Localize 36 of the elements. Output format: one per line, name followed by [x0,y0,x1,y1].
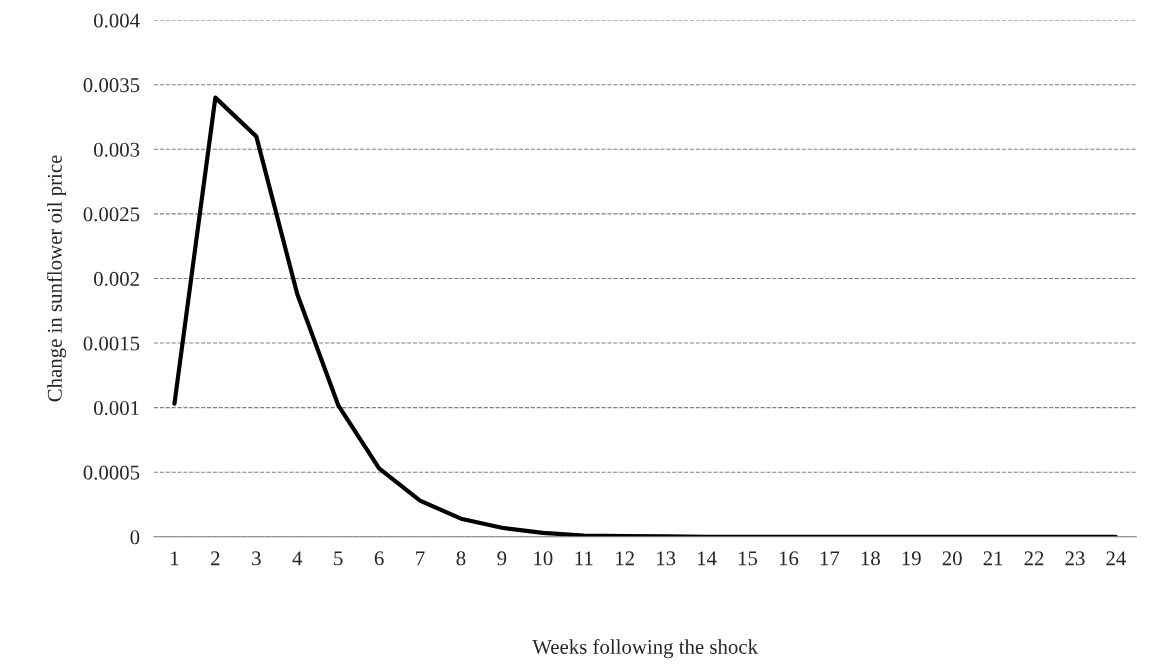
x-axis-title: Weeks following the shock [532,639,759,659]
y-tick-label: 0.004 [94,13,140,28]
y-tick-label: 0.0025 [83,207,140,222]
line-series [172,95,1118,537]
x-tick-label: 15 [738,551,758,566]
x-tick-label: 4 [292,551,303,566]
y-axis-title: Change in sunflower oil price [46,155,67,402]
y-tick-label: 0 [130,530,140,545]
x-tick-label: 10 [534,551,553,566]
x-tick-label: 5 [334,551,343,566]
y-tick-label: 0.0005 [83,465,140,480]
x-tick-label: 2 [211,551,220,566]
x-tick-label: 12 [616,551,634,566]
x-tick-label: 24 [1106,551,1126,566]
x-tick-label: 13 [657,551,676,566]
x-tick-label: 19 [902,551,921,566]
x-tick-label: 8 [456,551,466,566]
x-tick-label: 17 [820,551,840,566]
y-tick-label: 0.001 [94,401,139,416]
x-tick-label: 9 [497,551,507,566]
x-tick-label: 16 [779,551,799,566]
x-tick-label: 1 [171,551,179,566]
y-tick-label: 0.003 [94,142,140,157]
x-tick-label: 23 [1065,551,1085,566]
x-tick-label: 3 [252,551,261,566]
x-tick-label: 20 [942,551,962,566]
x-tick-label: 7 [416,551,425,566]
x-tick-label: 14 [697,551,717,566]
x-tick-label: 21 [983,551,1003,566]
x-tick-label: 22 [1024,551,1044,566]
y-tick-label: 0.0015 [83,336,140,351]
x-tick-label: 11 [575,551,593,566]
y-tick-label: 0.002 [94,271,139,286]
x-tick-label: 18 [861,551,880,566]
y-tick-label: 0.0035 [83,78,140,93]
x-tick-label: 6 [374,551,384,566]
